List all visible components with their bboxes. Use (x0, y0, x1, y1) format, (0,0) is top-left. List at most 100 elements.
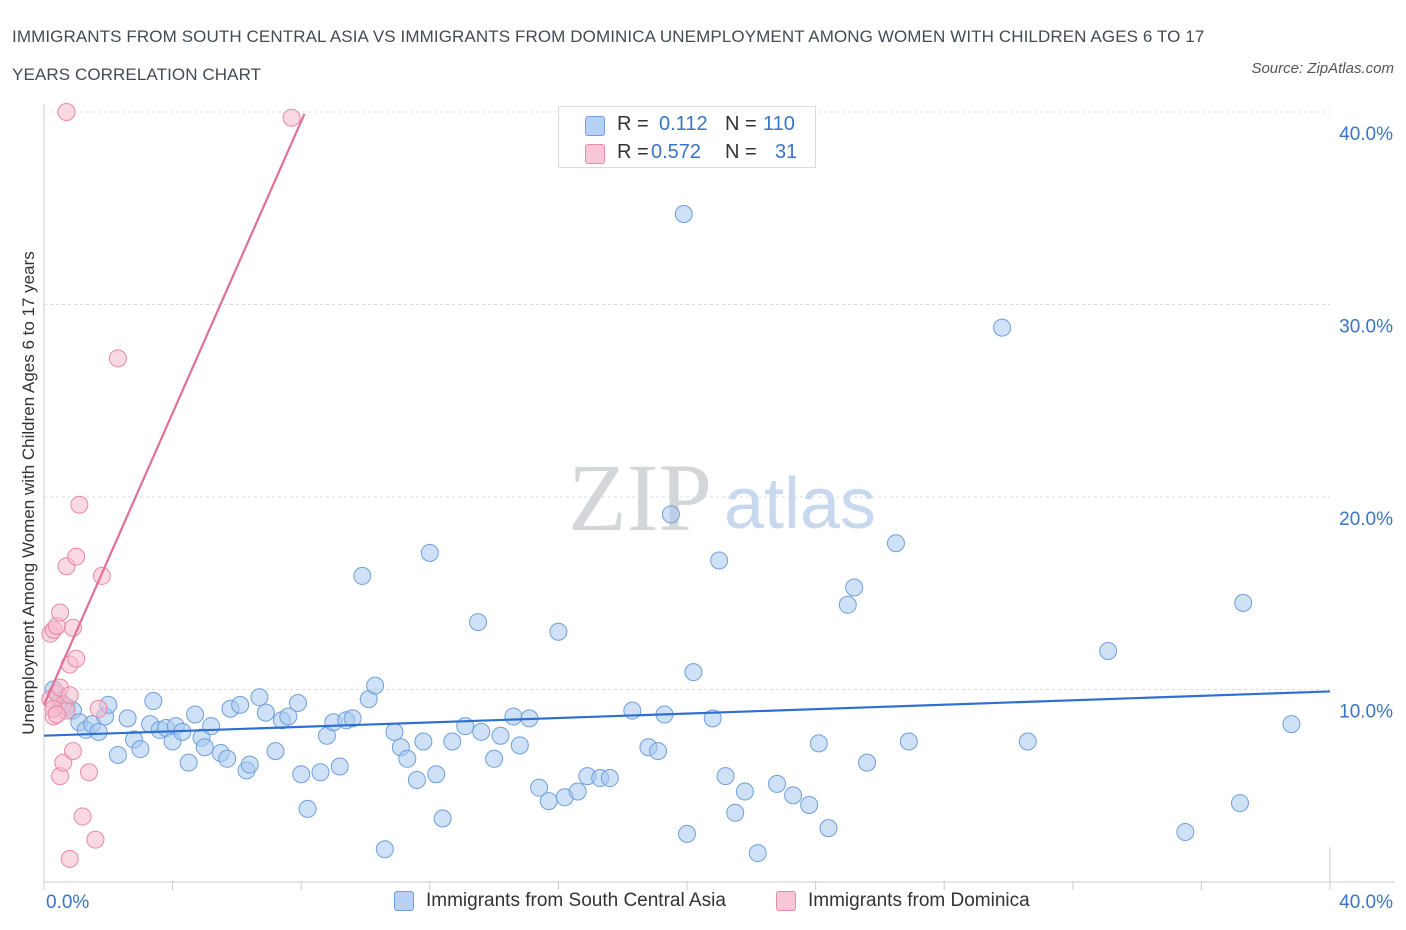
legend-swatch-pink (585, 144, 605, 164)
data-point (472, 722, 491, 741)
data-point (684, 663, 703, 682)
legend-r-value: 0.572 (651, 141, 702, 163)
data-point (809, 734, 828, 753)
legend-n-value: 31 (775, 141, 798, 163)
data-point (800, 796, 819, 814)
data-point (716, 767, 735, 786)
data-point (678, 824, 696, 843)
data-point (1230, 794, 1249, 813)
data-point (414, 732, 433, 751)
data-point (298, 799, 317, 818)
legend-n-value: 110 (763, 113, 795, 135)
data-point (845, 578, 864, 597)
data-point (1176, 822, 1195, 841)
data-point (530, 778, 549, 797)
data-point (858, 753, 877, 772)
data-point (60, 849, 79, 868)
data-point (80, 763, 99, 782)
y-tick-label: 10.0% (1339, 702, 1393, 723)
x-tick-label: 40.0% (1339, 892, 1393, 913)
data-point (179, 753, 198, 772)
trend-line-south-central-asia (43, 690, 1331, 737)
data-point (469, 613, 488, 632)
data-point (89, 722, 108, 741)
source-label: Source: ZipAtlas.com (1251, 60, 1394, 77)
data-point (886, 534, 905, 553)
data-point (485, 749, 504, 768)
data-point (250, 688, 269, 707)
data-point (600, 769, 619, 788)
data-point (282, 108, 301, 127)
data-point (1099, 642, 1118, 660)
data-point (118, 709, 137, 728)
x-tick-label: 0.0% (46, 892, 89, 913)
legend-r-label: R = (617, 141, 649, 163)
data-point (838, 595, 857, 614)
data-point (1282, 715, 1301, 734)
data-point (510, 736, 529, 755)
series-dominica (41, 103, 301, 868)
tick-labels: 10.0% 20.0% 30.0% 40.0% 0.0% 40.0% (46, 124, 1393, 913)
data-point (343, 709, 362, 728)
chart-title: IMMIGRANTS FROM SOUTH CENTRAL ASIA VS IM… (12, 27, 1205, 84)
data-point (398, 749, 417, 768)
data-point (60, 686, 79, 705)
legend-n-label: N = (725, 141, 757, 163)
data-point (186, 705, 205, 724)
legend-r-label: R = (617, 113, 649, 135)
data-point (420, 543, 439, 562)
data-point (491, 726, 510, 745)
data-point (330, 757, 349, 776)
data-point (710, 551, 729, 570)
data-point (266, 742, 285, 761)
data-point (231, 695, 250, 714)
data-point (819, 819, 838, 838)
data-point (568, 782, 587, 801)
data-point (674, 205, 693, 224)
y-tick-label: 40.0% (1339, 124, 1393, 145)
data-point (649, 742, 668, 761)
legend-n-label: N = (725, 113, 757, 135)
data-point (539, 792, 558, 811)
data-point (735, 782, 754, 801)
trend-line-dominica (42, 113, 306, 706)
data-point (1234, 593, 1253, 612)
trend-lines (42, 113, 1331, 737)
y-tick-label: 20.0% (1339, 509, 1393, 530)
bottom-legend-label: Immigrants from South Central Asia (426, 890, 726, 911)
legend-r-value: 0.112 (659, 113, 708, 135)
data-point (108, 745, 127, 764)
legend-swatch-blue (585, 116, 605, 136)
y-axis-label: Unemployment Among Women with Children A… (19, 251, 38, 735)
data-point (47, 705, 66, 724)
data-point (504, 707, 523, 726)
data-point (375, 840, 394, 859)
data-point (292, 765, 311, 784)
data-point (1018, 732, 1037, 751)
watermark-atlas: atlas (724, 464, 876, 544)
data-point (899, 732, 918, 751)
data-point (661, 505, 680, 524)
data-point (703, 709, 722, 728)
data-point (353, 566, 372, 585)
data-point (549, 622, 568, 641)
data-point (443, 732, 462, 751)
grid (44, 111, 1330, 690)
data-point (67, 547, 86, 566)
data-point (993, 318, 1012, 337)
data-point (67, 649, 86, 668)
data-point (427, 765, 446, 784)
bottom-legend-swatch-blue (394, 891, 414, 911)
data-point (70, 495, 89, 514)
data-point (202, 717, 221, 736)
series-south-central-asia (44, 205, 1301, 863)
data-point (54, 753, 73, 772)
data-point (86, 830, 105, 849)
bottom-legend-label: Immigrants from Dominica (808, 890, 1030, 911)
correlation-legend: R = 0.112 N = 110 R = 0.572 N = 31 (558, 106, 816, 168)
data-point (385, 722, 404, 741)
data-point (51, 603, 70, 622)
axes (43, 104, 1394, 890)
data-point (726, 803, 745, 822)
